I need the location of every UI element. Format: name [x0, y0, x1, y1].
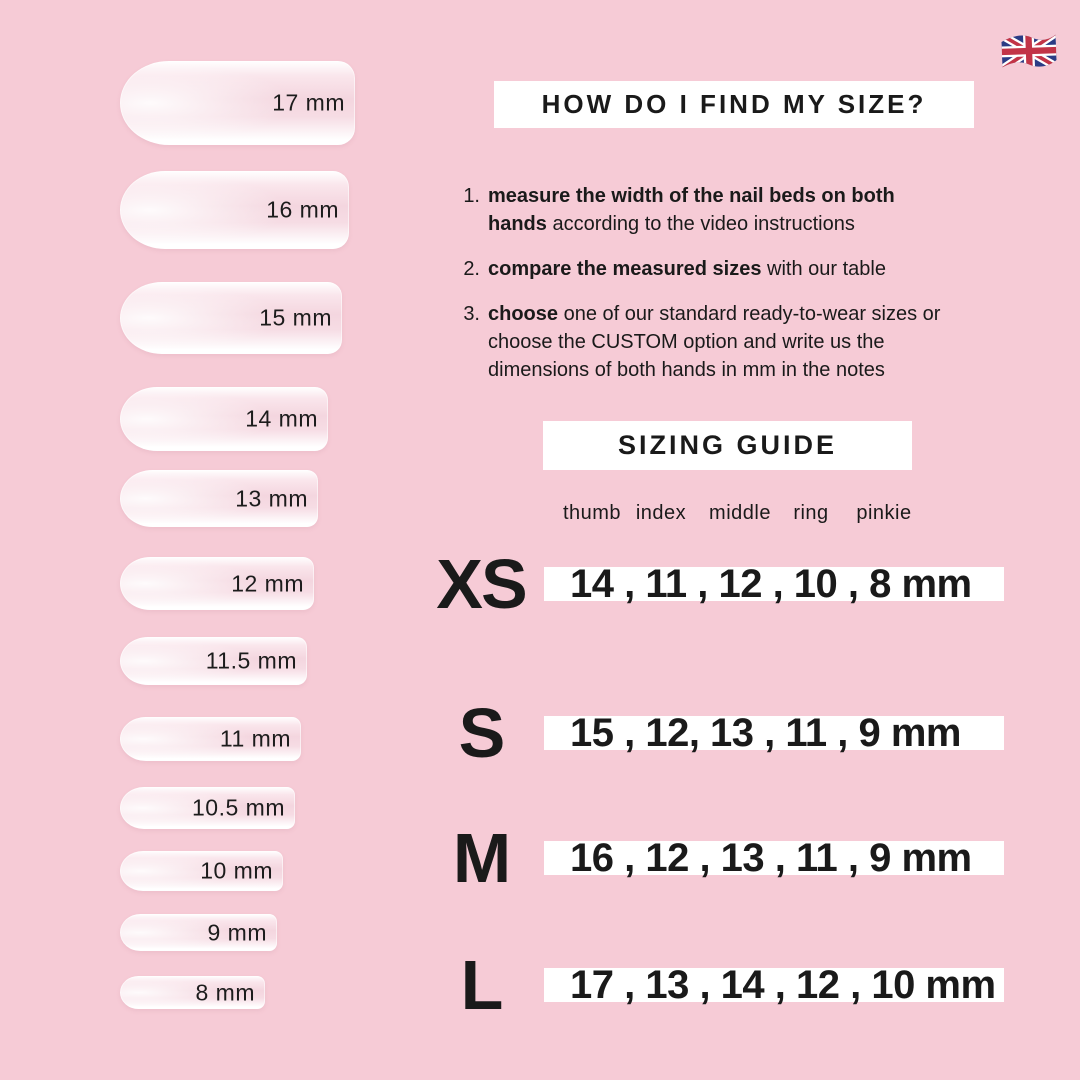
step-text: choose one of our standard ready-to-wear…	[488, 303, 941, 381]
nail-size-illustration: 10.5 mm	[120, 787, 295, 829]
size-values-bar-l: 17 , 13 , 14 , 12 , 10 mm	[544, 965, 1004, 1005]
nail-size-illustration: 15 mm	[120, 282, 342, 354]
step-text: compare the measured sizes with our tabl…	[488, 258, 886, 280]
step-number: 2.	[463, 258, 480, 280]
nail-size-illustration: 17 mm	[120, 61, 355, 145]
nail-size-illustration: 12 mm	[120, 557, 314, 610]
finger-column-label-pinkie: pinkie	[856, 502, 912, 524]
instruction-step: 1. measure the width of the nail beds on …	[456, 182, 956, 238]
size-values-bar-s: 15 , 12, 13 , 11 , 9 mm	[544, 713, 1004, 753]
uk-flag-svg	[1001, 34, 1057, 68]
nail-size-illustration: 13 mm	[120, 470, 318, 527]
nail-size-label: 9 mm	[207, 919, 267, 945]
sizing-guide-title-text: SIZING GUIDE	[617, 430, 837, 460]
nail-size-illustration: 9 mm	[120, 914, 277, 951]
nail-size-label: 16 mm	[266, 196, 339, 223]
how-to-title-banner: HOW DO I FIND MY SIZE?	[494, 81, 974, 128]
step-number: 3.	[463, 303, 480, 325]
finger-column-label-index: index	[635, 502, 687, 524]
nail-size-label: 13 mm	[235, 485, 308, 511]
size-label-m: M	[452, 819, 511, 897]
nail-size-label: 11.5 mm	[205, 647, 297, 674]
finger-column-label-ring: ring	[793, 502, 829, 524]
nail-size-label: 17 mm	[272, 89, 345, 116]
sizing-guide-title-banner: SIZING GUIDE	[543, 421, 912, 470]
nail-size-illustration: 11 mm	[120, 717, 301, 761]
instruction-step: 3. choose one of our standard ready-to-we…	[456, 300, 956, 384]
how-to-title-text: HOW DO I FIND MY SIZE?	[541, 89, 927, 119]
nail-size-illustration: 11.5 mm	[120, 637, 307, 685]
nail-size-label: 11 mm	[219, 725, 291, 752]
nail-size-label: 10 mm	[200, 857, 273, 884]
step-number: 1.	[463, 185, 480, 207]
size-values-bar-xs: 14 , 11 , 12 , 10 , 8 mm	[544, 564, 1004, 604]
instructions-list: 1. measure the width of the nail beds on …	[456, 182, 956, 401]
instruction-step: 2. compare the measured sizes with our ta…	[456, 255, 956, 283]
finger-column-label-middle: middle	[709, 502, 771, 524]
size-label-s: S	[458, 694, 506, 772]
nail-size-label: 8 mm	[195, 979, 255, 1005]
nail-size-illustration: 16 mm	[120, 171, 349, 249]
nail-size-illustration: 14 mm	[120, 387, 328, 451]
nail-size-illustration: 10 mm	[120, 851, 283, 891]
nail-size-label: 10.5 mm	[192, 794, 285, 821]
nail-size-illustration: 8 mm	[120, 976, 265, 1009]
size-values-bar-m: 16 , 12 , 13 , 11 , 9 mm	[544, 838, 1004, 878]
nail-size-label: 14 mm	[245, 405, 318, 432]
finger-column-label-thumb: thumb	[562, 502, 622, 524]
size-label-xs: XS	[436, 545, 527, 623]
nail-size-label: 15 mm	[259, 304, 332, 331]
uk-flag-icon	[999, 30, 1058, 72]
step-text: measure the width of the nail beds on bo…	[488, 185, 895, 235]
nail-size-label: 12 mm	[231, 570, 304, 596]
size-label-l: L	[460, 946, 504, 1024]
